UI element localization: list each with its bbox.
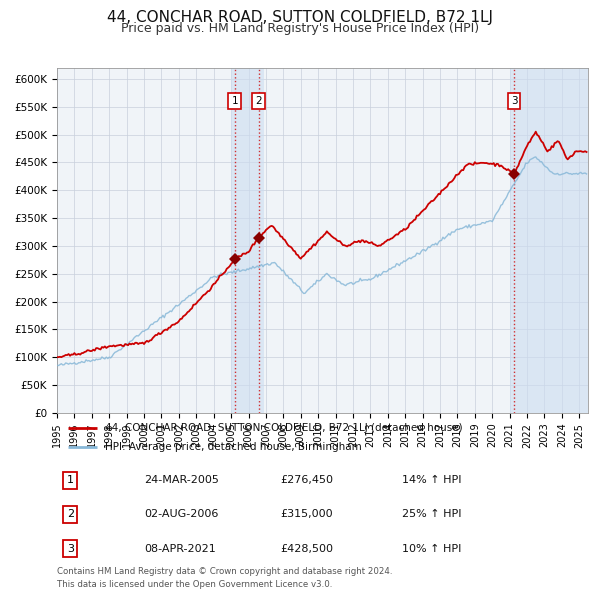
Text: 25% ↑ HPI: 25% ↑ HPI [402,510,461,519]
Text: 24-MAR-2005: 24-MAR-2005 [145,476,220,485]
Text: £315,000: £315,000 [280,510,332,519]
Text: Price paid vs. HM Land Registry's House Price Index (HPI): Price paid vs. HM Land Registry's House … [121,22,479,35]
Text: HPI: Average price, detached house, Birmingham: HPI: Average price, detached house, Birm… [105,442,362,452]
Text: 1: 1 [67,476,74,485]
Text: 08-APR-2021: 08-APR-2021 [145,544,217,553]
Bar [509,68,588,413]
Text: 2: 2 [67,510,74,519]
Text: 14% ↑ HPI: 14% ↑ HPI [402,476,461,485]
Text: 3: 3 [67,544,74,553]
Text: 1: 1 [232,96,238,106]
Text: 44, CONCHAR ROAD, SUTTON COLDFIELD, B72 1LJ (detached house): 44, CONCHAR ROAD, SUTTON COLDFIELD, B72 … [105,424,463,434]
Text: 02-AUG-2006: 02-AUG-2006 [145,510,219,519]
Text: 2: 2 [256,96,262,106]
Bar [231,68,264,413]
Text: £276,450: £276,450 [280,476,333,485]
Text: Contains HM Land Registry data © Crown copyright and database right 2024.: Contains HM Land Registry data © Crown c… [57,567,392,576]
Text: 44, CONCHAR ROAD, SUTTON COLDFIELD, B72 1LJ: 44, CONCHAR ROAD, SUTTON COLDFIELD, B72 … [107,10,493,25]
Text: £428,500: £428,500 [280,544,333,553]
Text: 3: 3 [511,96,517,106]
Text: 10% ↑ HPI: 10% ↑ HPI [402,544,461,553]
Text: This data is licensed under the Open Government Licence v3.0.: This data is licensed under the Open Gov… [57,580,332,589]
